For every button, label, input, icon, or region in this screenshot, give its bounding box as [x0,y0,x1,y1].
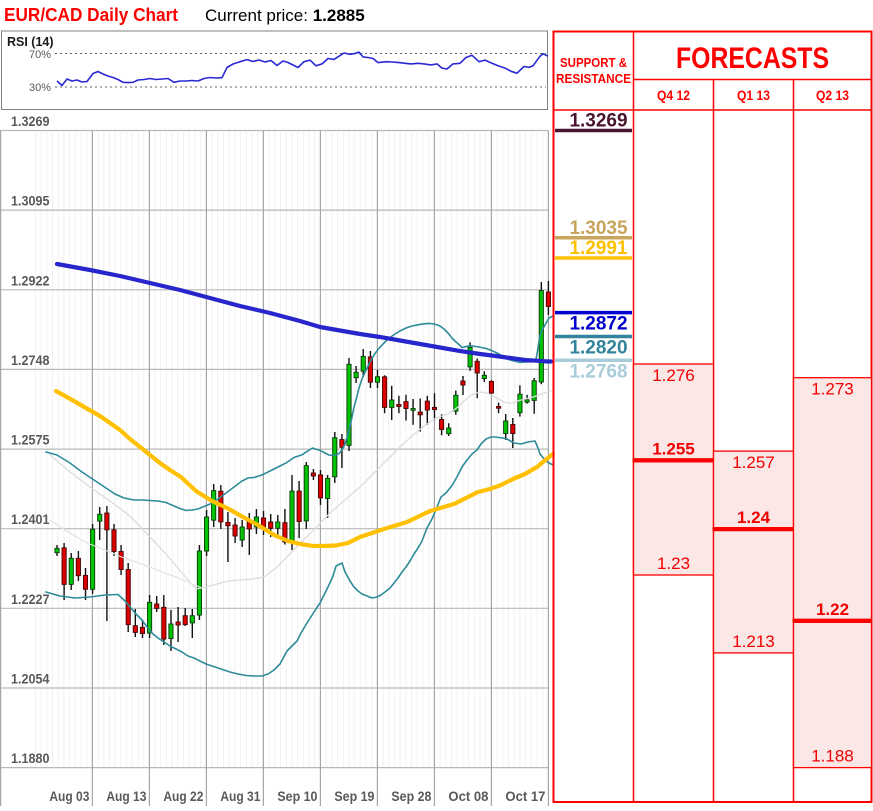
svg-text:Oct 08: Oct 08 [448,789,488,804]
svg-text:1.273: 1.273 [811,380,854,399]
svg-text:1.2991: 1.2991 [569,238,628,259]
svg-text:1.276: 1.276 [652,366,695,385]
svg-text:Aug 13: Aug 13 [106,789,146,804]
svg-text:1.3269: 1.3269 [11,114,50,129]
svg-text:EUR/CAD Daily Chart: EUR/CAD Daily Chart [4,5,178,25]
svg-text:1.257: 1.257 [732,453,775,472]
svg-text:Sep 19: Sep 19 [334,789,374,804]
svg-text:1.3269: 1.3269 [569,111,627,132]
svg-text:1.22: 1.22 [816,600,849,619]
svg-text:70%: 70% [29,49,51,61]
svg-text:1.2922: 1.2922 [11,273,50,288]
svg-text:Aug 22: Aug 22 [163,789,203,804]
svg-text:SUPPORT &: SUPPORT & [560,56,627,70]
svg-text:Current price: 1.2885: Current price: 1.2885 [205,6,365,25]
svg-text:1.1880: 1.1880 [11,751,50,766]
svg-text:1.213: 1.213 [732,632,775,651]
svg-text:Aug 31: Aug 31 [220,789,260,804]
svg-text:1.2575: 1.2575 [11,433,50,448]
svg-text:Q2 13: Q2 13 [816,88,849,103]
svg-text:FORECASTS: FORECASTS [676,42,829,75]
svg-text:Q4 12: Q4 12 [657,88,690,103]
svg-text:Aug 03: Aug 03 [49,789,89,804]
svg-text:1.24: 1.24 [737,508,771,527]
svg-text:1.2401: 1.2401 [11,512,50,527]
svg-text:1.3035: 1.3035 [569,218,628,239]
svg-text:Sep 28: Sep 28 [391,789,431,804]
svg-text:RSI (14): RSI (14) [7,35,54,49]
svg-text:1.23: 1.23 [657,554,690,573]
svg-text:1.2748: 1.2748 [11,353,50,368]
svg-text:1.255: 1.255 [652,439,695,458]
svg-text:1.2227: 1.2227 [11,592,50,607]
svg-text:30%: 30% [29,82,51,94]
svg-text:1.3095: 1.3095 [11,194,50,209]
svg-text:1.2872: 1.2872 [569,314,627,335]
svg-text:Q1 13: Q1 13 [737,88,770,103]
svg-text:RESISTANCE: RESISTANCE [556,72,631,86]
svg-text:Sep 10: Sep 10 [277,789,317,804]
svg-text:1.188: 1.188 [811,747,854,766]
svg-text:1.2820: 1.2820 [569,338,627,359]
svg-text:Oct 17: Oct 17 [505,789,545,804]
svg-text:1.2768: 1.2768 [569,361,627,382]
svg-text:1.2054: 1.2054 [11,672,50,687]
